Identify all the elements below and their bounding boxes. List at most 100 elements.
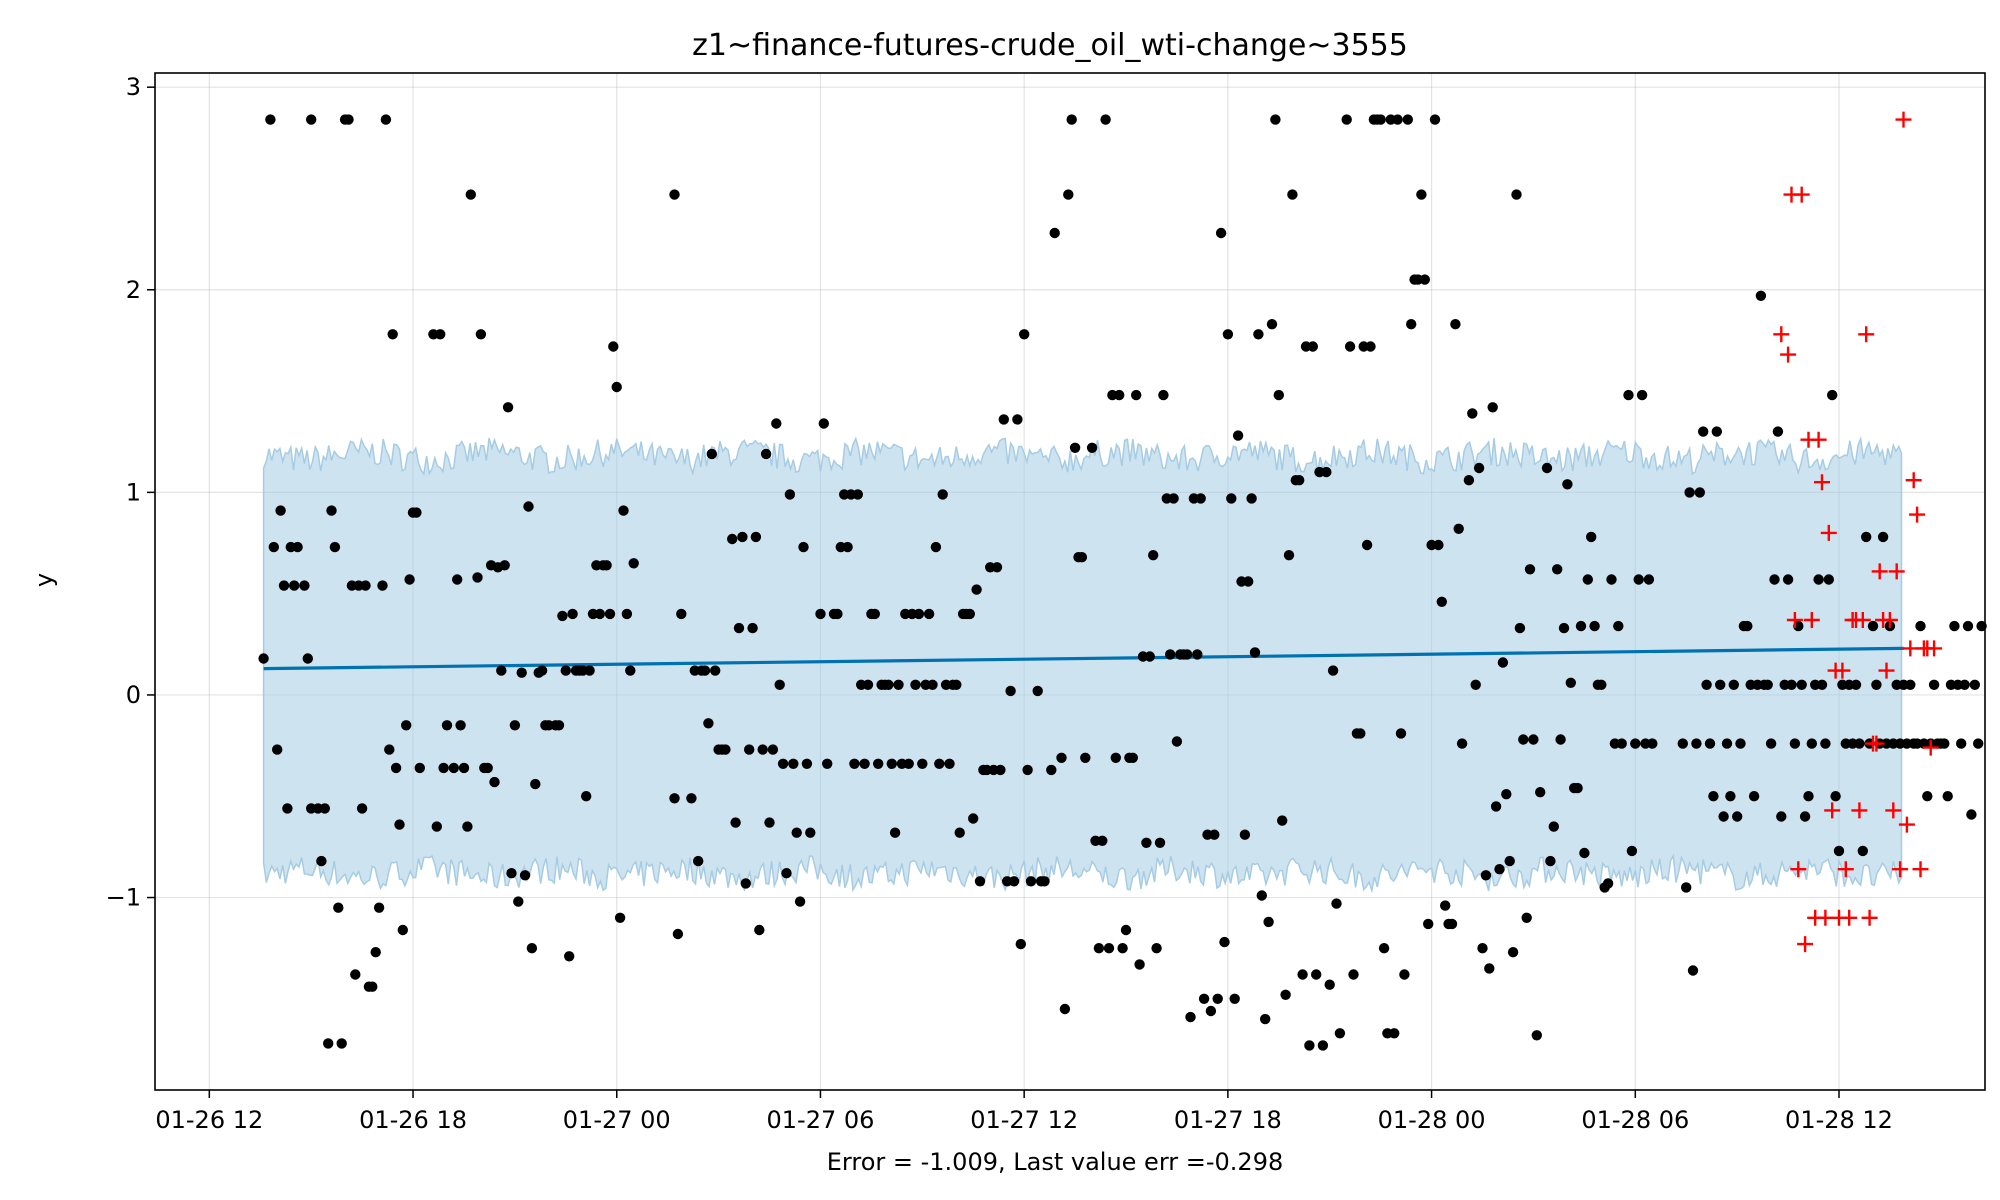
forecast-point <box>1793 186 1810 203</box>
observed-point <box>1531 1030 1543 1041</box>
observed-point <box>333 902 344 913</box>
observed-point <box>1721 738 1733 749</box>
forecast-point <box>1854 612 1871 628</box>
forecast-point <box>1895 111 1912 128</box>
observed-point <box>1321 466 1332 478</box>
x-tick-label: 01-27 06 <box>767 1106 875 1134</box>
observed-point <box>292 541 303 553</box>
observed-point <box>1565 677 1577 688</box>
observed-point <box>852 489 863 500</box>
observed-point <box>1198 993 1210 1004</box>
observed-point <box>1399 969 1410 980</box>
forecast-points <box>1773 111 1943 953</box>
observed-point <box>1171 736 1183 747</box>
observed-point <box>526 943 538 954</box>
observed-point <box>1867 620 1879 632</box>
observed-point <box>1436 596 1448 607</box>
observed-point <box>608 341 619 352</box>
observed-point <box>1555 734 1566 745</box>
observed-point <box>1344 341 1356 352</box>
observed-point <box>1973 738 1984 749</box>
observed-point <box>1677 738 1689 749</box>
observed-point <box>519 870 531 881</box>
observed-point <box>1253 329 1264 340</box>
observed-point <box>360 580 371 591</box>
observed-point <box>805 827 816 838</box>
observed-point <box>1477 943 1488 954</box>
prediction-band <box>262 435 1903 894</box>
observed-point <box>1467 408 1478 419</box>
observed-point <box>1222 329 1234 340</box>
observed-point <box>710 665 721 676</box>
observed-point <box>1850 679 1862 690</box>
observed-point <box>720 744 731 755</box>
x-axis-label: Error = -1.009, Last value err =-0.298 <box>827 1148 1283 1176</box>
observed-point <box>1446 918 1458 930</box>
forecast-point <box>1797 936 1814 953</box>
observed-point <box>438 762 449 774</box>
observed-point <box>764 817 775 828</box>
forecast-point <box>1803 612 1820 628</box>
observed-point <box>268 541 279 553</box>
forecast-point <box>1810 431 1827 448</box>
plot-area <box>154 72 1987 1091</box>
forecast-point <box>1902 640 1919 657</box>
forecast-point <box>1834 662 1851 679</box>
forecast-point <box>1861 909 1878 926</box>
observed-point <box>380 114 392 125</box>
observed-point <box>1732 811 1743 822</box>
observed-point <box>567 608 578 620</box>
forecast-point <box>1905 472 1922 489</box>
observed-point <box>1711 426 1723 437</box>
observed-point <box>1748 791 1760 802</box>
observed-point <box>740 878 751 889</box>
observed-point <box>1765 738 1777 749</box>
observed-point <box>377 580 388 591</box>
observed-point <box>1541 462 1553 474</box>
observed-point <box>1626 845 1638 857</box>
observed-point <box>584 665 595 676</box>
forecast-point <box>1817 909 1834 926</box>
observed-point <box>1158 389 1169 401</box>
forecast-point <box>1773 326 1790 343</box>
observed-point <box>886 758 897 769</box>
x-tick-label: 01-27 18 <box>1174 1106 1282 1134</box>
observed-point <box>1365 341 1376 352</box>
observed-point <box>618 505 629 516</box>
observed-point <box>1725 791 1736 802</box>
observed-point <box>441 720 453 731</box>
y-axis: −1 0 1 2 3 <box>106 73 155 912</box>
observed-point <box>1256 890 1268 901</box>
observed-point <box>1518 734 1529 745</box>
observed-point <box>1219 936 1230 948</box>
observed-point <box>927 679 938 690</box>
observed-point <box>1266 319 1278 330</box>
observed-point <box>1287 189 1298 200</box>
observed-point <box>431 821 442 832</box>
observed-point <box>757 744 768 755</box>
observed-point <box>611 381 622 393</box>
observed-point <box>818 418 829 429</box>
observed-point <box>750 531 762 543</box>
observed-point <box>1966 809 1977 820</box>
observed-point <box>733 622 745 634</box>
observed-point <box>1535 787 1546 798</box>
observed-point <box>1069 442 1081 453</box>
observed-point <box>302 653 313 664</box>
observed-point <box>1548 821 1560 832</box>
observed-point <box>1127 752 1139 763</box>
observed-point <box>1524 564 1536 575</box>
observed-point <box>1589 620 1600 632</box>
observed-point <box>1877 531 1889 543</box>
observed-point <box>1799 811 1811 822</box>
observed-point <box>794 896 806 907</box>
observed-point <box>1939 738 1950 749</box>
observed-point <box>1100 114 1111 125</box>
observed-point <box>414 762 425 774</box>
observed-point <box>1456 738 1468 749</box>
observed-point <box>930 541 942 553</box>
observed-point <box>1742 620 1753 632</box>
observed-point <box>859 758 870 769</box>
observed-point <box>1704 738 1716 749</box>
observed-point <box>1249 647 1261 658</box>
